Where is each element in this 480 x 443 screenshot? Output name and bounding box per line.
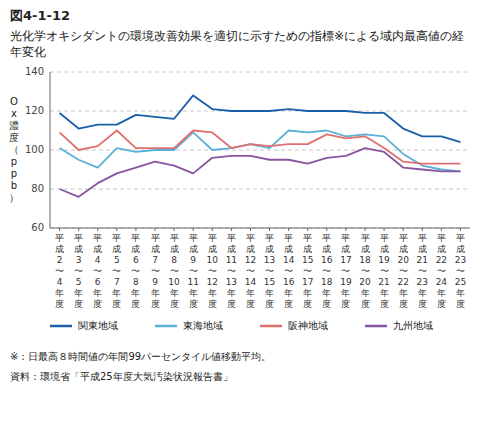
title: 図4-1-12 [10, 8, 70, 23]
legend-swatch [260, 325, 282, 328]
grid-line [50, 228, 470, 229]
series-line [60, 148, 461, 197]
x-tick-label: 平成16〜18年度 [321, 233, 333, 309]
x-tick-label: 平成17〜19年度 [340, 233, 352, 309]
legend-label: 東海地域 [183, 320, 223, 331]
x-tick [97, 228, 98, 231]
x-tick-label: 平成21〜23年度 [417, 233, 428, 309]
x-tick [78, 228, 79, 231]
x-tick [59, 228, 60, 231]
x-tick [307, 228, 308, 231]
x-tick-label: 平成20〜22年度 [397, 233, 409, 309]
x-tick-label: 平成9〜11年度 [187, 233, 198, 309]
x-tick [135, 228, 136, 231]
legend-label: 関東地域 [78, 320, 118, 331]
x-tick-label: 平成2〜4年度 [55, 233, 64, 309]
legend-label: 九州地域 [393, 320, 433, 331]
y-axis-label: Ox濃度（ppb） [9, 96, 19, 203]
x-tick [384, 228, 385, 231]
x-tick [231, 228, 232, 231]
x-tick-label: 平成18〜20年度 [359, 233, 371, 309]
subtitle: 光化学オキシダントの環境改善効果を適切に示すための指標※による域内最高値の経年変… [10, 29, 464, 59]
legend-swatch [50, 325, 72, 328]
x-tick-label: 平成22〜24年度 [436, 233, 448, 309]
x-axis [50, 228, 470, 229]
x-tick [365, 228, 366, 231]
x-tick-label: 平成6〜8年度 [131, 233, 140, 309]
grid-line [50, 150, 470, 151]
x-tick-label: 平成10〜12年度 [207, 233, 219, 309]
x-tick-label: 平成7〜9年度 [151, 233, 160, 309]
y-axis [50, 72, 51, 228]
x-tick [326, 228, 327, 231]
x-tick-label: 平成12〜14年度 [245, 233, 257, 309]
x-tick [174, 228, 175, 231]
x-tick [269, 228, 270, 231]
x-tick-label: 平成14〜16年度 [283, 233, 295, 309]
x-tick [116, 228, 117, 231]
x-tick-label: 平成13〜15年度 [264, 233, 275, 309]
chart: 図4-1-12 光化学オキシダントの環境改善効果を適切に示すための指標※による域内… [0, 0, 480, 443]
y-tick-label: 80 [31, 183, 44, 194]
x-tick [345, 228, 346, 231]
x-tick [212, 228, 213, 231]
y-tick-label: 60 [31, 222, 44, 233]
x-tick-label: 平成15〜17年度 [302, 233, 313, 309]
y-tick-label: 120 [25, 105, 44, 116]
note: ※：日最高８時間値の年間99パーセンタイル値移動平均。 [10, 351, 271, 362]
grid [50, 72, 470, 228]
y-tick-label: 100 [25, 144, 44, 155]
x-tick-label: 平成11〜13年度 [226, 233, 237, 309]
legend-label: 阪神地域 [288, 320, 328, 331]
legend-swatch [365, 325, 387, 328]
grid-line [50, 72, 470, 73]
note: 資料：環境省「平成25年度大気汚染状況報告書」 [10, 371, 233, 382]
x-tick-label: 平成19〜21年度 [378, 233, 390, 309]
x-tick-label: 平成8〜10年度 [168, 233, 180, 309]
y-tick-label: 140 [25, 66, 44, 77]
x-tick-label: 平成4〜6年度 [93, 233, 102, 309]
x-tick [460, 228, 461, 231]
x-tick [403, 228, 404, 231]
x-tick [250, 228, 251, 231]
x-tick-label: 平成3〜5年度 [74, 233, 83, 309]
lines [60, 95, 461, 196]
series-line [60, 95, 461, 142]
legend-swatch [155, 325, 177, 328]
x-tick [193, 228, 194, 231]
x-tick-label: 平成23〜25年度 [455, 233, 466, 309]
x-tick [441, 228, 442, 231]
x-tick [422, 228, 423, 231]
x-tick [155, 228, 156, 231]
grid-line [50, 189, 470, 190]
x-tick-label: 平成5〜7年度 [112, 233, 121, 309]
x-tick [288, 228, 289, 231]
